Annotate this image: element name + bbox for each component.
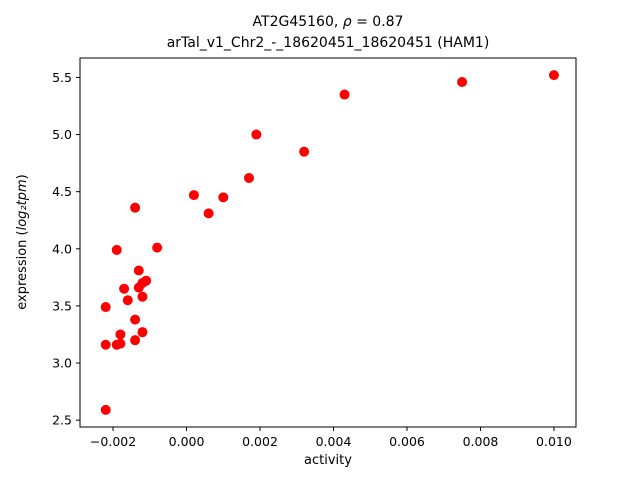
data-point [457, 76, 468, 87]
data-point [133, 265, 144, 276]
y-tick-label: 5.5 [52, 70, 72, 85]
x-axis-label: activity [304, 453, 352, 468]
y-tick-label: 4.0 [52, 241, 72, 256]
data-point [244, 172, 255, 183]
y-axis-label: expression (log₂tpm) [15, 174, 30, 309]
data-point [122, 295, 133, 306]
x-tick-label: −0.002 [90, 434, 136, 449]
data-point [218, 192, 229, 203]
data-point [130, 202, 141, 213]
x-tick-label: 0.010 [536, 434, 572, 449]
data-point [299, 146, 310, 157]
data-point [115, 329, 126, 340]
data-point [137, 327, 148, 338]
chart-title-line2: arTal_v1_Chr2_-_18620451_18620451 (HAM1) [167, 35, 490, 51]
data-point [100, 404, 111, 415]
x-tick-label: 0.008 [463, 434, 499, 449]
y-tick-label: 4.5 [52, 184, 72, 199]
data-point [137, 291, 148, 302]
data-point [152, 242, 163, 253]
data-point [141, 275, 152, 286]
axes-layer: −0.002 0.000 0.002 0.004 0.006 0.008 0.010 2.5 3… [52, 57, 577, 449]
data-point [100, 339, 111, 350]
axes-box [79, 57, 577, 428]
data-point [251, 129, 262, 140]
data-point [339, 89, 350, 100]
chart-title-line1: AT2G45160, ρ = 0.87 [253, 14, 404, 30]
data-point [548, 70, 559, 81]
data-point [100, 302, 111, 313]
x-tick-label: 0.002 [242, 434, 278, 449]
x-tick-label: 0.006 [389, 434, 425, 449]
data-point [188, 190, 199, 201]
y-tick-label: 3.0 [52, 356, 72, 371]
x-tick-label: 0.000 [169, 434, 205, 449]
y-tick-label: 3.5 [52, 298, 72, 313]
x-tick-label: 0.004 [316, 434, 352, 449]
data-point [111, 244, 122, 255]
y-tick-label: 5.0 [52, 127, 72, 142]
data-point [115, 338, 126, 349]
rho-symbol: ρ [343, 14, 352, 30]
data-point [130, 335, 141, 346]
data-point [119, 283, 130, 294]
data-point [130, 314, 141, 325]
points-layer [100, 70, 559, 415]
log2tpm-math: log₂tpm [15, 179, 30, 230]
data-point [203, 208, 214, 219]
y-tick-label: 2.5 [52, 413, 72, 428]
